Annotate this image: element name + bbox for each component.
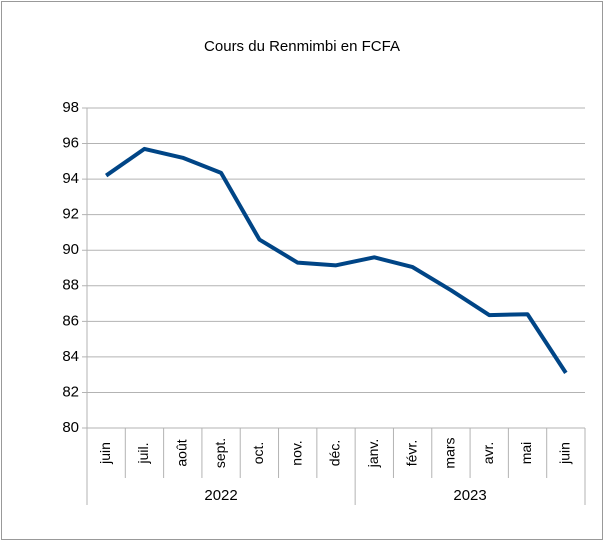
y-tick-label: 82 xyxy=(62,383,79,400)
y-tick-label: 80 xyxy=(62,419,79,436)
group-label: 2023 xyxy=(453,487,486,504)
x-tick-label: juin xyxy=(97,442,113,465)
group-label: 2022 xyxy=(204,487,237,504)
x-tick-label: mars xyxy=(442,437,458,468)
y-tick-label: 88 xyxy=(62,277,79,294)
y-tick-label: 90 xyxy=(62,241,79,258)
x-tick-label: oct. xyxy=(250,442,266,465)
y-tick-label: 94 xyxy=(62,170,79,187)
x-tick-label: déc. xyxy=(327,440,343,466)
x-tick-label: févr. xyxy=(403,440,419,466)
y-tick-label: 92 xyxy=(62,206,79,223)
x-tick-label: nov. xyxy=(288,440,304,465)
x-tick-label: sept. xyxy=(212,438,228,468)
chart-title: Cours du Renmimbi en FCFA xyxy=(204,38,400,55)
x-tick-label: janv. xyxy=(365,439,381,469)
x-tick-label: juin xyxy=(557,442,573,465)
x-tick-label: avr. xyxy=(480,442,496,465)
x-tick-label: mai xyxy=(518,442,534,465)
y-tick-label: 96 xyxy=(62,135,79,152)
y-tick-label: 98 xyxy=(62,99,79,116)
y-tick-label: 84 xyxy=(62,348,79,365)
line xyxy=(105,146,568,374)
x-tick-label: juil. xyxy=(135,442,151,464)
x-tick-label: août xyxy=(173,439,189,466)
y-tick-label: 86 xyxy=(62,312,79,329)
